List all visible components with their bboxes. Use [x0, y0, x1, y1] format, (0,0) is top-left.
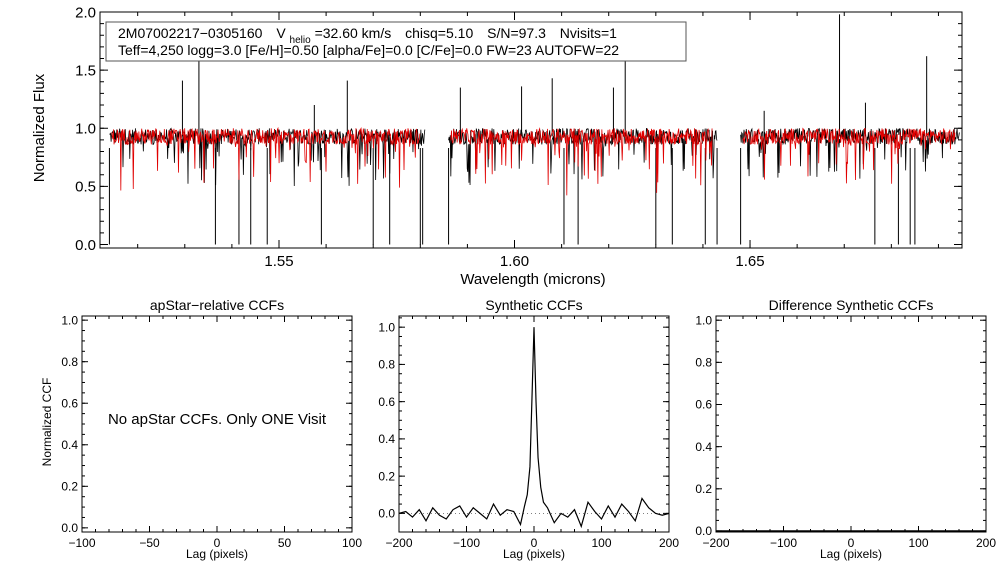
x-tick-label: 0	[531, 536, 538, 550]
y-tick-label: 0.8	[695, 356, 712, 370]
x-tick-label: 1.65	[735, 253, 764, 270]
y-tick-label: 1.0	[695, 313, 712, 327]
x-tick-label: 200	[976, 536, 996, 550]
difference-ccf-title: Difference Synthetic CCFs	[769, 297, 934, 313]
y-tick-label: 0.4	[695, 440, 712, 454]
model-spectrum-line	[111, 126, 421, 191]
y-tick-label: 1.0	[378, 320, 395, 334]
x-tick-label: 0	[214, 536, 221, 550]
apstar-ccf-panel: apStar−relative CCFs −100 −50 0 50 100 0.0 0.2…	[40, 297, 362, 561]
x-tick-label: −50	[139, 536, 160, 550]
synthetic-ccf-data-layer	[398, 327, 670, 529]
spectrum-x-axis-label: Wavelength (microns)	[460, 271, 605, 288]
legend-v-value: =32.60 km/s	[315, 25, 392, 41]
y-tick-label: 0.4	[378, 432, 395, 446]
y-tick-label: 0.6	[695, 398, 712, 412]
spectrum-panel: 1.55 1.60 1.65 0.0 0.5 1.0 1.5 2.0 Wavelength (…	[31, 4, 963, 288]
x-tick-label: 100	[591, 536, 611, 550]
y-tick-label: 0.0	[61, 521, 78, 535]
x-tick-label: 1.55	[264, 253, 293, 270]
y-tick-label: 1.5	[75, 62, 96, 79]
spectrum-plot-frame	[99, 11, 963, 249]
legend-v-subscript: helio	[290, 35, 312, 46]
difference-ccf-plot-frame	[715, 315, 987, 533]
y-tick-label: 0.6	[378, 395, 395, 409]
y-tick-label: 0.8	[378, 358, 395, 372]
x-tick-label: −100	[770, 536, 797, 550]
x-tick-label: 1.60	[500, 253, 529, 270]
apstar-ccf-y-axis-label: Normalized CCF	[40, 378, 54, 467]
apstar-ccf-annotation: No apStar CCFs. Only ONE Visit	[108, 411, 327, 428]
synthetic-ccf-ticks: −200 −100 0 100 200 0.0 0.2 0.4 0.6 0.8 1.0	[378, 316, 679, 550]
difference-ccf-panel: Difference Synthetic CCFs −200 −100 0 100 20…	[695, 297, 996, 561]
synthetic-ccf-title: Synthetic CCFs	[485, 297, 582, 313]
model-spectrum-line	[742, 127, 956, 184]
x-tick-label: 0	[848, 536, 855, 550]
x-tick-label: 100	[908, 536, 928, 550]
model-spectrum-layer	[111, 126, 956, 196]
legend-box	[105, 21, 687, 62]
y-tick-label: 0.0	[695, 524, 712, 538]
x-tick-label: 100	[342, 536, 362, 550]
y-tick-label: 0.8	[61, 355, 78, 369]
spectrum-y-axis-label: Normalized Flux	[31, 73, 48, 182]
y-tick-label: 1.0	[75, 121, 96, 138]
x-tick-label: −100	[68, 536, 95, 550]
x-tick-label: −200	[702, 536, 729, 550]
apstar-ccf-x-axis-label: Lag (pixels)	[186, 547, 248, 561]
legend-line-2: Teff=4,250 logg=3.0 [Fe/H]=0.50 [alpha/F…	[118, 42, 619, 58]
x-tick-label: 200	[659, 536, 679, 550]
y-tick-label: 0.0	[75, 237, 96, 254]
y-tick-label: 0.2	[378, 469, 395, 483]
synthetic-ccf-x-axis-label: Lag (pixels)	[503, 547, 565, 561]
apstar-ccf-ticks: −100 −50 0 50 100 0.0 0.2 0.4 0.6 0.8 1.0	[61, 313, 362, 550]
y-tick-label: 0.4	[61, 438, 78, 452]
apstar-ccf-title: apStar−relative CCFs	[150, 297, 284, 313]
spectrum-legend: 2M07002217−0305160 V helio =32.60 km/s c…	[105, 21, 687, 62]
legend-chisq: chisq=5.10	[405, 25, 473, 41]
difference-ccf-x-axis-label: Lag (pixels)	[820, 547, 882, 561]
legend-line-1: 2M07002217−0305160 V helio =32.60 km/s c…	[118, 25, 617, 46]
y-tick-label: 2.0	[75, 4, 96, 21]
model-spectrum-line	[450, 127, 713, 196]
y-tick-label: 0.5	[75, 179, 96, 196]
synthetic-ccf-line	[398, 327, 670, 529]
observed-spectrum-line	[740, 127, 960, 179]
y-tick-label: 0.6	[61, 396, 78, 410]
legend-nvisits: Nvisits=1	[560, 25, 617, 41]
y-tick-label: 0.2	[695, 482, 712, 496]
legend-snr: S/N=97.3	[487, 25, 546, 41]
difference-ccf-ticks: −200 −100 0 100 200 0.0 0.2 0.4 0.6 0.8 1.0	[695, 313, 996, 550]
y-tick-label: 1.0	[61, 313, 78, 327]
legend-v-prefix: V	[276, 25, 286, 41]
x-tick-label: −200	[385, 536, 412, 550]
spectrum-ticks: 1.55 1.60 1.65 0.0 0.5 1.0 1.5 2.0	[75, 4, 962, 270]
y-tick-label: 0.0	[378, 507, 395, 521]
synthetic-ccf-panel: Synthetic CCFs −200 −100 0 100 200 0.0 0.2 0.4 0…	[378, 297, 679, 561]
x-tick-label: 50	[278, 536, 292, 550]
x-tick-label: −100	[453, 536, 480, 550]
legend-target: 2M07002217−0305160	[118, 25, 263, 41]
y-tick-label: 0.2	[61, 480, 78, 494]
